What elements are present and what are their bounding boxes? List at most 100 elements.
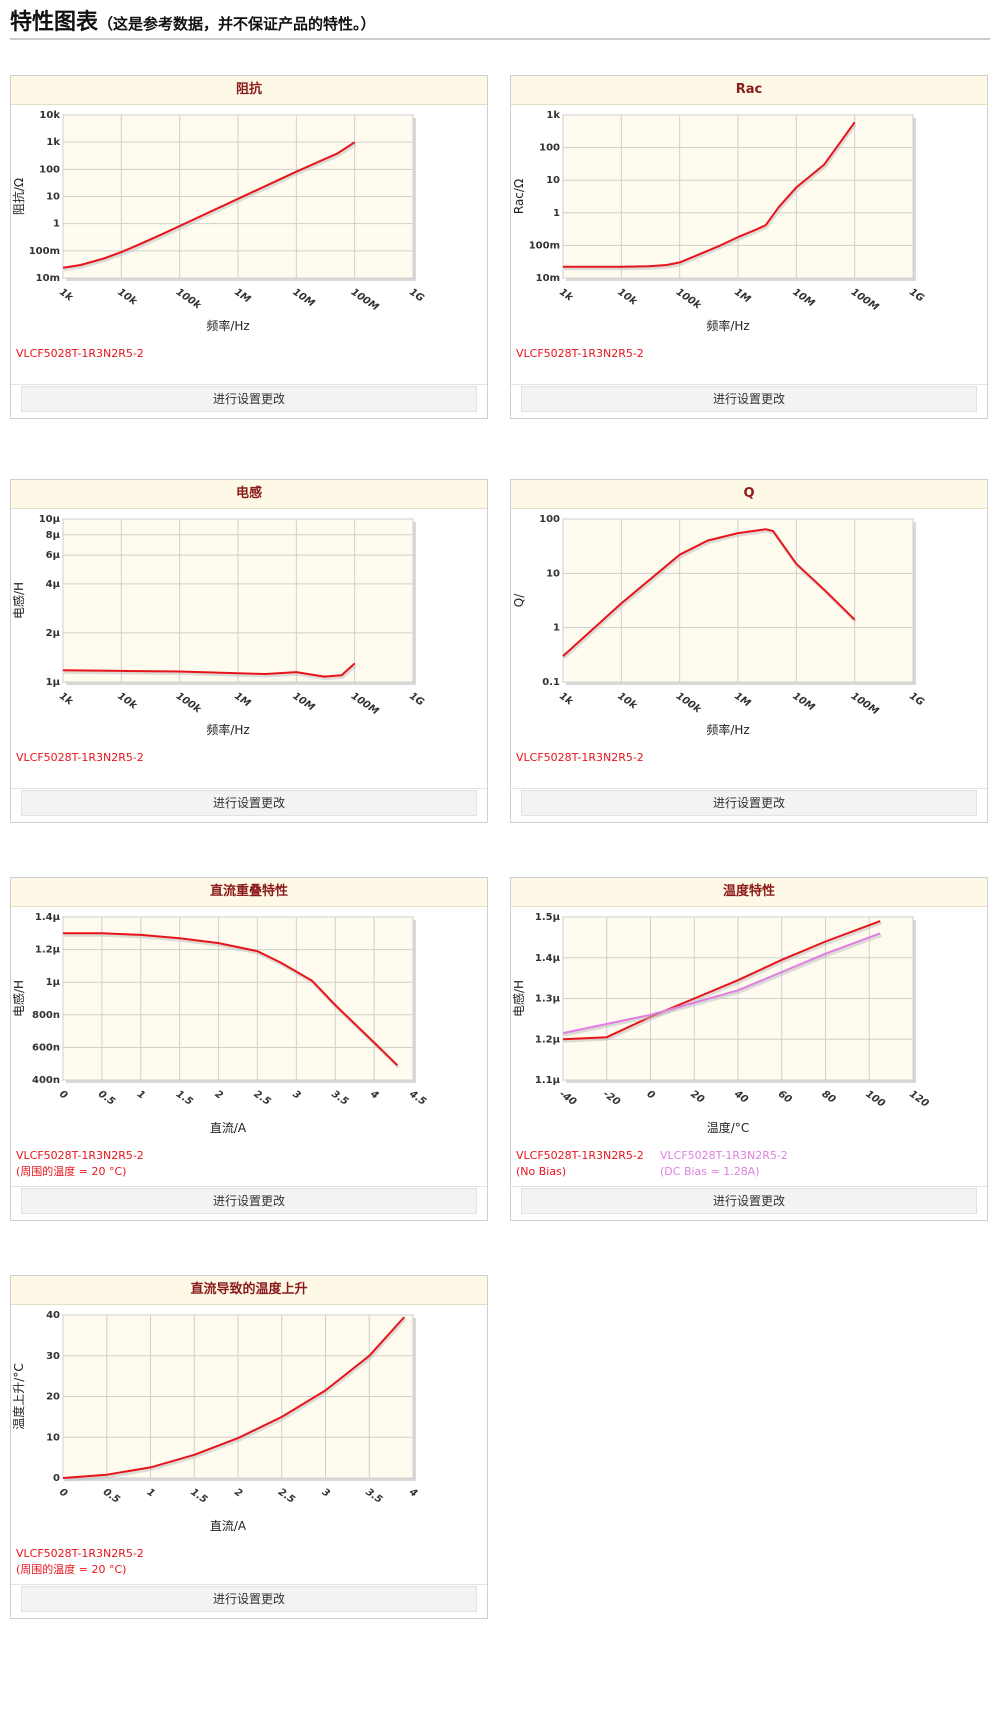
- y-tick-label: 10μ: [39, 514, 61, 525]
- y-tick-label: 10m: [536, 273, 560, 284]
- y-tick-label: 20: [46, 1392, 60, 1403]
- x-tick-label: -40: [557, 1089, 578, 1108]
- series-line: [62, 141, 356, 269]
- x-tick-label: 1M: [732, 287, 752, 306]
- chart-panel-dc-bias: 直流重叠特性 0 0.5 1 1.5 2 2.5 3 3.5 4 4.5 400n 600n 800n 1…: [10, 877, 488, 1221]
- series-line-shadow: [63, 664, 357, 681]
- series-line: [62, 1316, 406, 1479]
- x-tick-label: 20: [688, 1089, 706, 1106]
- chart-panel-rac: Rac 1k 10k 100k 1M 10M 100M 1G 10m 100m 1 10 100 1k 频…: [510, 75, 988, 419]
- x-tick-label: 1M: [732, 691, 752, 710]
- y-axis-label: 电感/H: [511, 980, 526, 1017]
- x-tick-label: 100M: [349, 691, 381, 718]
- legend-entry: VLCF5028T-1R3N2R5-2(周围的温度 = 20 °C): [16, 1149, 144, 1178]
- x-tick-label: 4: [367, 1088, 380, 1102]
- y-tick-label: 1.2μ: [535, 1034, 561, 1045]
- x-tick-label: 10k: [115, 691, 139, 713]
- chart-panel-impedance: 阻抗 1k 10k 100k 1M 10M 100M 1G 10m 100m 1 10 100 1k 10…: [10, 75, 488, 419]
- chart-legend: VLCF5028T-1R3N2R5-2: [16, 346, 160, 362]
- series-line: [563, 121, 856, 268]
- settings-change-button[interactable]: 进行设置更改: [21, 1586, 477, 1612]
- chart-legend: VLCF5028T-1R3N2R5-2(周围的温度 = 20 °C): [16, 1148, 160, 1180]
- y-tick-label: 10k: [39, 110, 60, 121]
- y-tick-label: 800n: [32, 1010, 60, 1021]
- legend-entry: VLCF5028T-1R3N2R5-2(DC Bias = 1.28A): [660, 1149, 788, 1178]
- y-tick-label: 1μ: [46, 977, 61, 988]
- y-tick-label: 100: [39, 164, 60, 175]
- page-title-main: 特性图表: [10, 10, 99, 35]
- dc-bias-chart: 0 0.5 1 1.5 2 2.5 3 3.5 4 4.5 400n 600n 800n 1μ 1.2μ 1.…: [11, 912, 428, 1135]
- y-tick-label: 1.5μ: [535, 912, 561, 923]
- x-tick-label: 100: [863, 1089, 886, 1110]
- x-tick-label: 40: [731, 1088, 750, 1106]
- x-tick-label: 10M: [790, 691, 816, 714]
- x-tick-label: 1G: [407, 287, 426, 305]
- y-axis-label: 温度上升/°C: [11, 1363, 26, 1429]
- y-tick-label: 1μ: [46, 677, 61, 688]
- series-line: [562, 932, 881, 1035]
- x-tick-label: 100k: [674, 287, 704, 313]
- y-tick-label: 400n: [32, 1075, 60, 1086]
- rac-chart: 1k 10k 100k 1M 10M 100M 1G 10m 100m 1 10 100 1k 频率/Hz…: [512, 110, 926, 333]
- x-tick-label: 80: [820, 1089, 838, 1106]
- temperature-chart: -40 -20 0 20 40 60 80 100 120 1.1μ 1.2μ 1.3μ 1.4μ 1.5…: [511, 912, 931, 1135]
- y-tick-label: 1k: [546, 110, 560, 121]
- y-tick-label: 6μ: [46, 550, 61, 561]
- x-tick-label: 100M: [849, 691, 881, 718]
- x-axis-label: 温度/°C: [707, 1120, 749, 1135]
- legend-entry: VLCF5028T-1R3N2R5-2: [16, 751, 144, 764]
- x-tick-label: 0: [57, 1487, 69, 1500]
- y-tick-label: 1: [553, 623, 560, 634]
- chart-legend: VLCF5028T-1R3N2R5-2: [516, 346, 660, 362]
- x-tick-label: 100k: [674, 691, 704, 717]
- chart-panel-title: 阻抗: [11, 76, 487, 105]
- x-tick-label: 0.5: [101, 1487, 122, 1506]
- x-axis-label: 频率/Hz: [206, 722, 249, 737]
- settings-change-button[interactable]: 进行设置更改: [21, 386, 477, 412]
- x-tick-label: 60: [776, 1089, 794, 1106]
- chart-panel-temp-rise: 直流导致的温度上升 0 0.5 1 1.5 2 2.5 3 3.5 4 0 10 20 30 40 直流/A…: [10, 1275, 488, 1619]
- y-tick-label: 100: [539, 514, 560, 525]
- chart-panel-title: 电感: [11, 480, 487, 509]
- chart-panel-title: 直流重叠特性: [11, 878, 487, 907]
- y-tick-label: 1.4μ: [35, 912, 61, 923]
- impedance-chart: 1k 10k 100k 1M 10M 100M 1G 10m 100m 1 10 100 1k 10k 频率…: [11, 110, 426, 333]
- x-tick-label: 3.5: [363, 1487, 384, 1506]
- chart-panel-temperature: 温度特性 -40 -20 0 20 40 60 80 100 120 1.1μ 1.2μ 1.3μ 1.…: [510, 877, 988, 1221]
- settings-change-button[interactable]: 进行设置更改: [21, 790, 477, 816]
- x-tick-label: 1k: [557, 691, 576, 709]
- x-tick-label: 3: [320, 1487, 332, 1500]
- y-axis-label: 电感/H: [11, 980, 26, 1017]
- x-tick-label: 1k: [57, 287, 76, 305]
- x-tick-label: 10M: [790, 287, 816, 310]
- series-line-shadow: [563, 921, 882, 1043]
- x-tick-label: 1G: [907, 287, 926, 305]
- x-tick-label: 1M: [232, 287, 252, 306]
- x-tick-label: 10M: [290, 691, 316, 714]
- y-tick-label: 0: [53, 1473, 60, 1484]
- chart-panel-title: Rac: [511, 76, 987, 105]
- chart-panel-title: 温度特性: [511, 878, 987, 907]
- x-tick-label: 2: [232, 1487, 244, 1500]
- series-line: [62, 662, 356, 678]
- x-tick-label: 1k: [57, 691, 76, 709]
- x-tick-label: 1k: [557, 287, 576, 305]
- x-tick-label: 2: [213, 1089, 225, 1102]
- chart-legend: VLCF5028T-1R3N2R5-2(周围的温度 = 20 °C): [16, 1546, 160, 1578]
- settings-change-button[interactable]: 进行设置更改: [521, 386, 977, 412]
- chart-legend: VLCF5028T-1R3N2R5-2: [16, 750, 160, 766]
- x-axis-label: 频率/Hz: [706, 318, 749, 333]
- x-tick-label: -20: [601, 1089, 622, 1108]
- y-tick-label: 30: [46, 1351, 60, 1362]
- y-tick-label: 600n: [32, 1042, 60, 1053]
- settings-change-button[interactable]: 进行设置更改: [521, 790, 977, 816]
- settings-change-button[interactable]: 进行设置更改: [21, 1188, 477, 1214]
- series-line-shadow: [63, 142, 357, 272]
- chart-panel-q: Q 1k 10k 100k 1M 10M 100M 1G 0.1 1 10 100 频率/Hz Q/ V…: [510, 479, 988, 823]
- x-axis-label: 频率/Hz: [206, 318, 249, 333]
- legend-entry: VLCF5028T-1R3N2R5-2: [516, 751, 644, 764]
- legend-entry: VLCF5028T-1R3N2R5-2(周围的温度 = 20 °C): [16, 1547, 144, 1576]
- settings-change-button[interactable]: 进行设置更改: [521, 1188, 977, 1214]
- x-axis-label: 频率/Hz: [706, 722, 749, 737]
